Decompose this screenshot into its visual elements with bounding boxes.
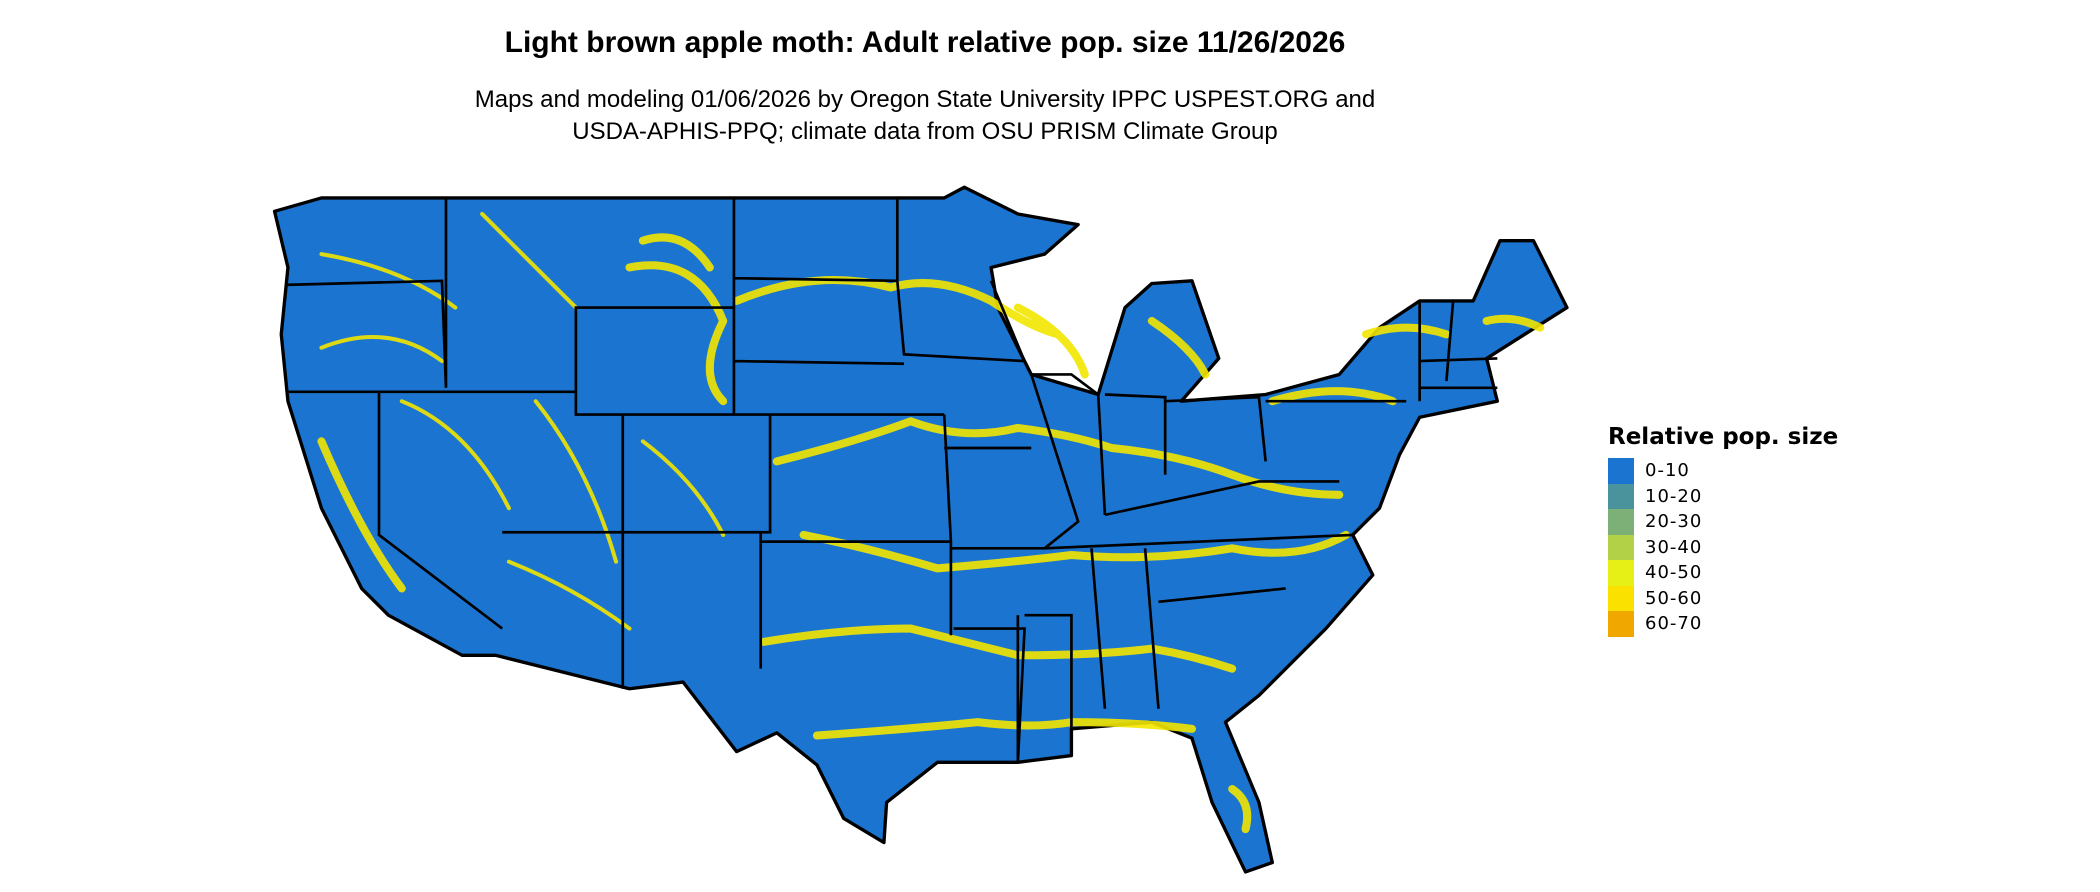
legend-item: 20-30 <box>1608 509 1838 535</box>
legend-item: 10-20 <box>1608 483 1838 509</box>
legend-swatch <box>1608 458 1634 484</box>
map-subtitle: Maps and modeling 01/06/2026 by Oregon S… <box>0 84 1850 148</box>
legend-item: 0-10 <box>1608 458 1838 484</box>
legend-item: 50-60 <box>1608 585 1838 611</box>
legend-item: 30-40 <box>1608 534 1838 560</box>
legend-item: 60-70 <box>1608 611 1838 637</box>
population-highlight-bands <box>317 211 1545 834</box>
legend-item: 40-50 <box>1608 560 1838 586</box>
legend-swatch <box>1608 509 1634 535</box>
map-title: Light brown apple moth: Adult relative p… <box>504 26 1346 59</box>
legend-swatch <box>1608 611 1634 637</box>
legend: Relative pop. size 0-10 10-20 20-30 30-40 40… <box>1608 424 1838 637</box>
subtitle-line-1: Maps and modeling 01/06/2026 by Oregon S… <box>474 86 1376 113</box>
legend-swatch <box>1608 534 1634 560</box>
state-borders <box>285 197 1498 763</box>
legend-swatch <box>1608 585 1634 611</box>
legend-label: 0-10 <box>1645 460 1690 482</box>
legend-swatch <box>1608 483 1634 509</box>
contiguous-us-shape <box>272 185 1569 874</box>
legend-label: 60-70 <box>1645 613 1703 635</box>
legend-label: 30-40 <box>1645 536 1703 558</box>
legend-label: 20-30 <box>1645 511 1703 533</box>
legend-swatch <box>1608 560 1634 586</box>
legend-label: 40-50 <box>1645 562 1703 584</box>
legend-label: 50-60 <box>1645 587 1703 609</box>
legend-title: Relative pop. size <box>1608 424 1839 450</box>
legend-label: 10-20 <box>1645 485 1703 507</box>
us-outline <box>272 185 1569 874</box>
subtitle-line-2: USDA-APHIS-PPQ; climate data from OSU PR… <box>572 118 1278 145</box>
